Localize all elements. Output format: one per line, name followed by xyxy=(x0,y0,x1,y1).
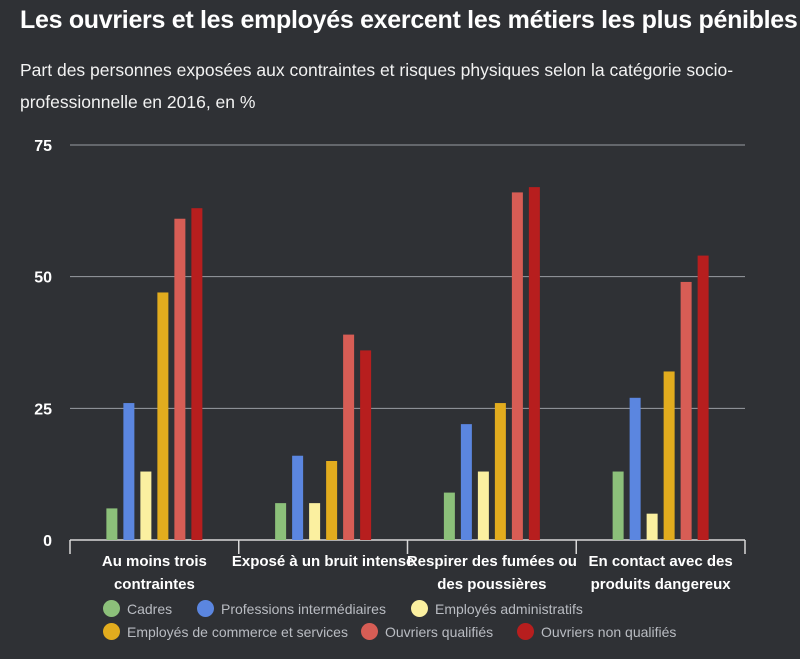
x-tick-label: contraintes xyxy=(114,576,195,593)
y-tick-label: 75 xyxy=(34,138,52,155)
bar xyxy=(528,187,540,540)
y-tick-label: 50 xyxy=(34,270,52,287)
y-tick-label: 0 xyxy=(43,533,52,550)
chart-title: Les ouvriers et les employés exercent le… xyxy=(20,6,798,34)
x-tick-label: Au moins trois xyxy=(102,553,207,570)
bar xyxy=(460,424,472,540)
bar xyxy=(443,492,455,540)
bar xyxy=(511,192,523,540)
bar xyxy=(629,397,641,540)
x-tick-label: Exposé à un bruit intense xyxy=(232,553,415,570)
bar xyxy=(697,255,709,540)
bar xyxy=(477,471,489,540)
x-tick-label: des poussières xyxy=(437,576,546,593)
bar xyxy=(646,513,658,540)
bar xyxy=(123,403,135,540)
x-tick-label: En contact avec des xyxy=(589,553,733,570)
bar xyxy=(612,471,624,540)
chart-subtitle: Part des personnes exposées aux contrain… xyxy=(20,60,734,112)
bar xyxy=(360,350,372,540)
bar xyxy=(292,455,304,540)
bar xyxy=(140,471,152,540)
bar xyxy=(494,403,506,540)
bar xyxy=(174,218,186,540)
bar xyxy=(157,292,169,540)
x-tick-label: produits dangereux xyxy=(591,576,732,593)
bar xyxy=(326,461,338,540)
bar xyxy=(343,334,355,540)
bar xyxy=(275,503,287,540)
y-tick-label: 25 xyxy=(34,401,52,418)
bar xyxy=(663,371,675,540)
bar xyxy=(106,508,118,540)
bar xyxy=(191,208,203,540)
x-tick-label: Respirer des fumées ou xyxy=(407,553,577,570)
bar xyxy=(309,503,321,540)
bar xyxy=(680,281,692,540)
